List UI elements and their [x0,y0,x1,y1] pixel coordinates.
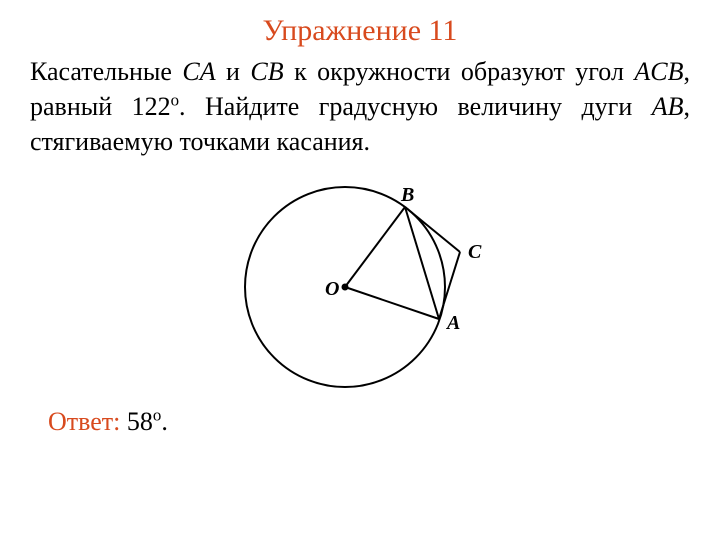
var-cb: CB [250,57,283,86]
answer-end: . [161,407,168,436]
problem-text-1: Касательные [30,57,182,86]
exercise-title: Упражнение 11 [30,14,690,48]
var-ca: CA [182,57,215,86]
answer-value-number: 58 [120,407,153,436]
answer-row: Ответ: 58о. [30,407,690,437]
problem-text-3: к окружности образуют угол [284,57,635,86]
var-acb: ACB [634,57,683,86]
answer-label: Ответ: [48,407,120,436]
problem-text-2: и [216,57,251,86]
svg-text:A: A [445,312,460,334]
svg-text:C: C [468,241,482,263]
svg-text:B: B [400,184,414,206]
geometry-diagram: O A B C [235,167,485,397]
svg-text:O: O [325,278,339,300]
diagram-container: O A B C [30,167,690,397]
problem-text-5: . Найдите градусную величину дуги [179,92,652,121]
var-ab: AB [652,92,684,121]
problem-statement: Касательные CA и CB к окружности образую… [30,54,690,159]
degree-symbol-1: о [171,90,179,109]
